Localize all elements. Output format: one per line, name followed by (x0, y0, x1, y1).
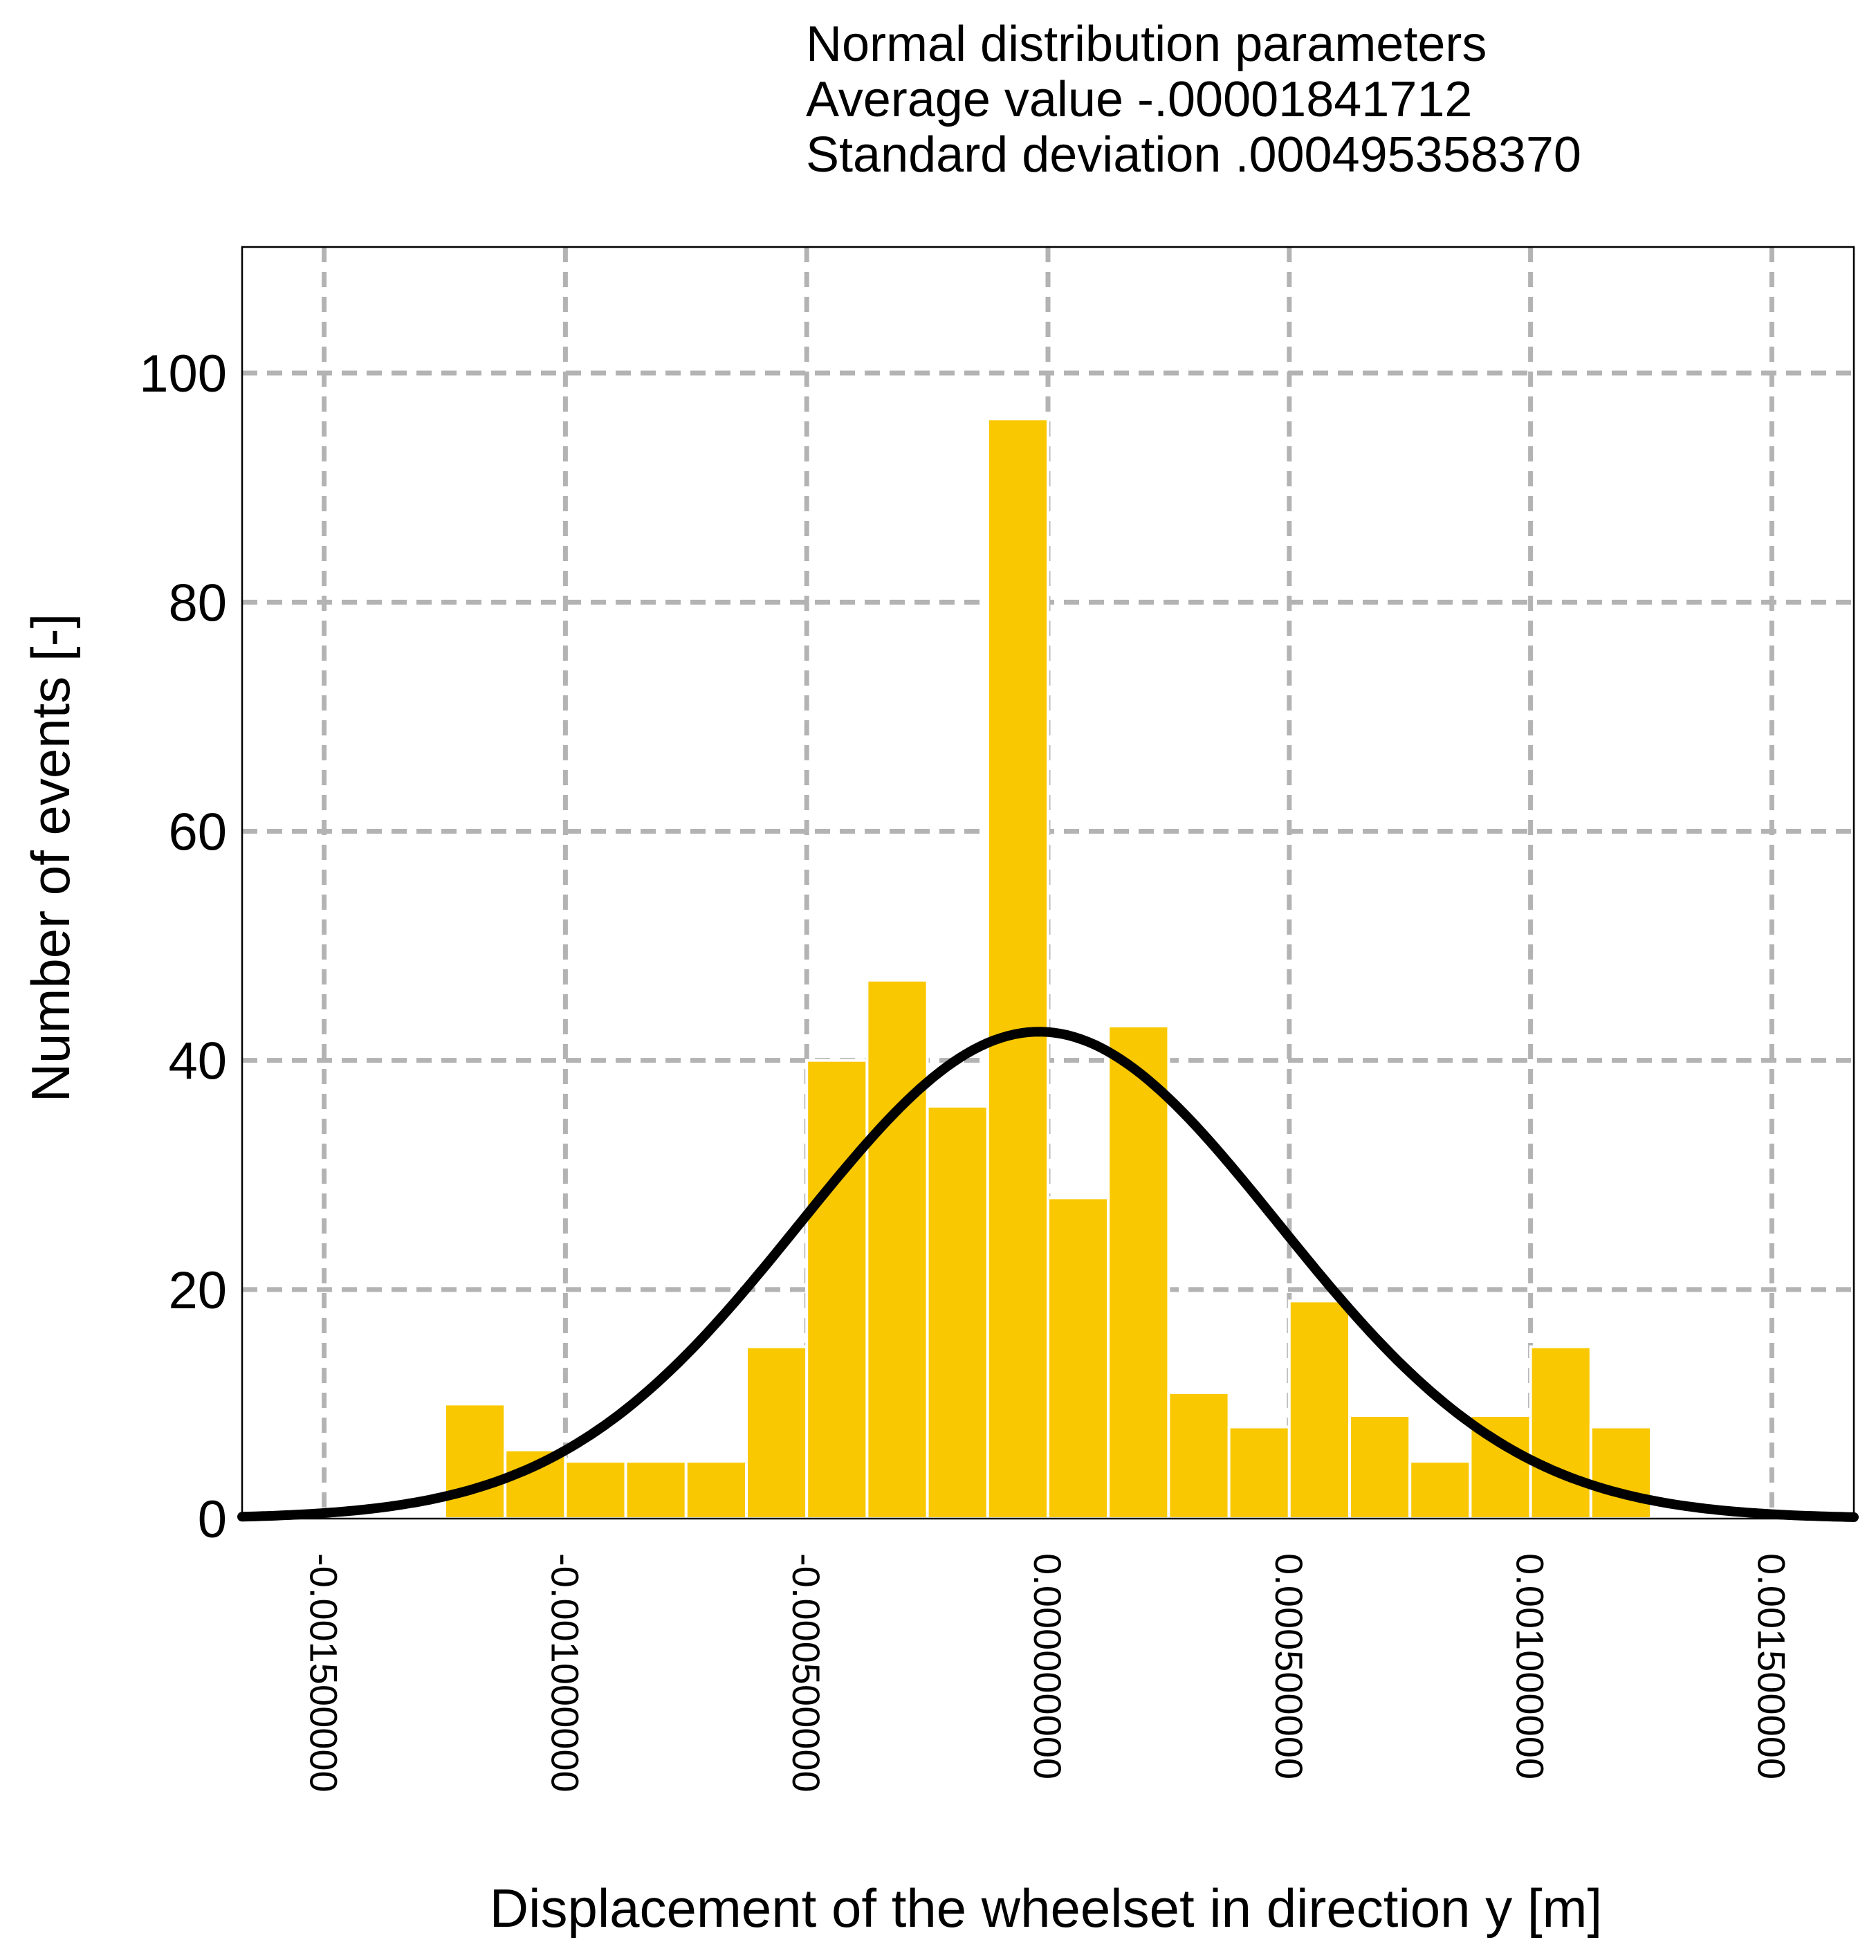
histogram-bar-15 (1348, 1413, 1412, 1521)
histogram-bar-4 (684, 1460, 748, 1521)
x-tick-label: 0.000000000 (1026, 1553, 1069, 1779)
histogram-bar-16 (1408, 1460, 1472, 1521)
x-tick-label: 0.000500000 (1267, 1553, 1311, 1779)
chart-header: Normal distribution parameters Average v… (806, 17, 1581, 183)
x-axis-label: Displacement of the wheelset in directio… (490, 1878, 1602, 1939)
x-tick-label: -0.001000000 (543, 1553, 587, 1793)
header-title: Normal distribution parameters (806, 17, 1487, 72)
histogram-bar-10 (1047, 1196, 1110, 1520)
x-tick-label: -0.001500000 (302, 1553, 346, 1793)
histogram-bar-0 (443, 1402, 507, 1521)
histogram-bar-18 (1529, 1345, 1592, 1520)
y-tick-label: 20 (168, 1261, 227, 1320)
header-average-value: Average value -.00001841712 (806, 72, 1472, 127)
histogram-bar-6 (805, 1059, 869, 1521)
histogram-bars (443, 417, 1653, 1521)
y-tick-label: 0 (198, 1490, 227, 1549)
y-axis-ticks: 0 20 40 60 80 100 (139, 345, 227, 1549)
plot-frame (241, 246, 1855, 1520)
y-tick-label: 40 (168, 1032, 227, 1091)
histogram-bar-19 (1589, 1425, 1653, 1520)
histogram-bar-8 (926, 1104, 989, 1520)
y-tick-label: 100 (139, 345, 227, 403)
y-tick-label: 60 (168, 803, 227, 861)
histogram-bar-9 (986, 417, 1050, 1520)
histogram-bar-14 (1287, 1299, 1352, 1520)
histogram-bar-5 (744, 1345, 809, 1520)
x-tick-label: 0.001500000 (1749, 1553, 1793, 1779)
histogram-bar-7 (865, 978, 929, 1521)
normal-fit-line (237, 1027, 1859, 1522)
x-tick-label: -0.000500000 (784, 1553, 828, 1793)
y-tick-label: 80 (168, 574, 227, 632)
histogram-bar-11 (1107, 1024, 1170, 1520)
header-standard-deviation: Standard deviation .000495358370 (806, 127, 1581, 183)
normal-fit-curve (237, 1027, 1859, 1522)
histogram-bar-3 (624, 1460, 688, 1521)
histogram-bar-12 (1167, 1391, 1231, 1520)
y-axis-label: Number of events [-] (20, 614, 81, 1103)
histogram-bar-2 (564, 1460, 627, 1521)
x-tick-label: 0.001000000 (1509, 1553, 1552, 1779)
x-axis-ticks: -0.001500000 -0.001000000 -0.000500000 0.00… (302, 1553, 1794, 1793)
histogram-bar-13 (1227, 1425, 1291, 1520)
